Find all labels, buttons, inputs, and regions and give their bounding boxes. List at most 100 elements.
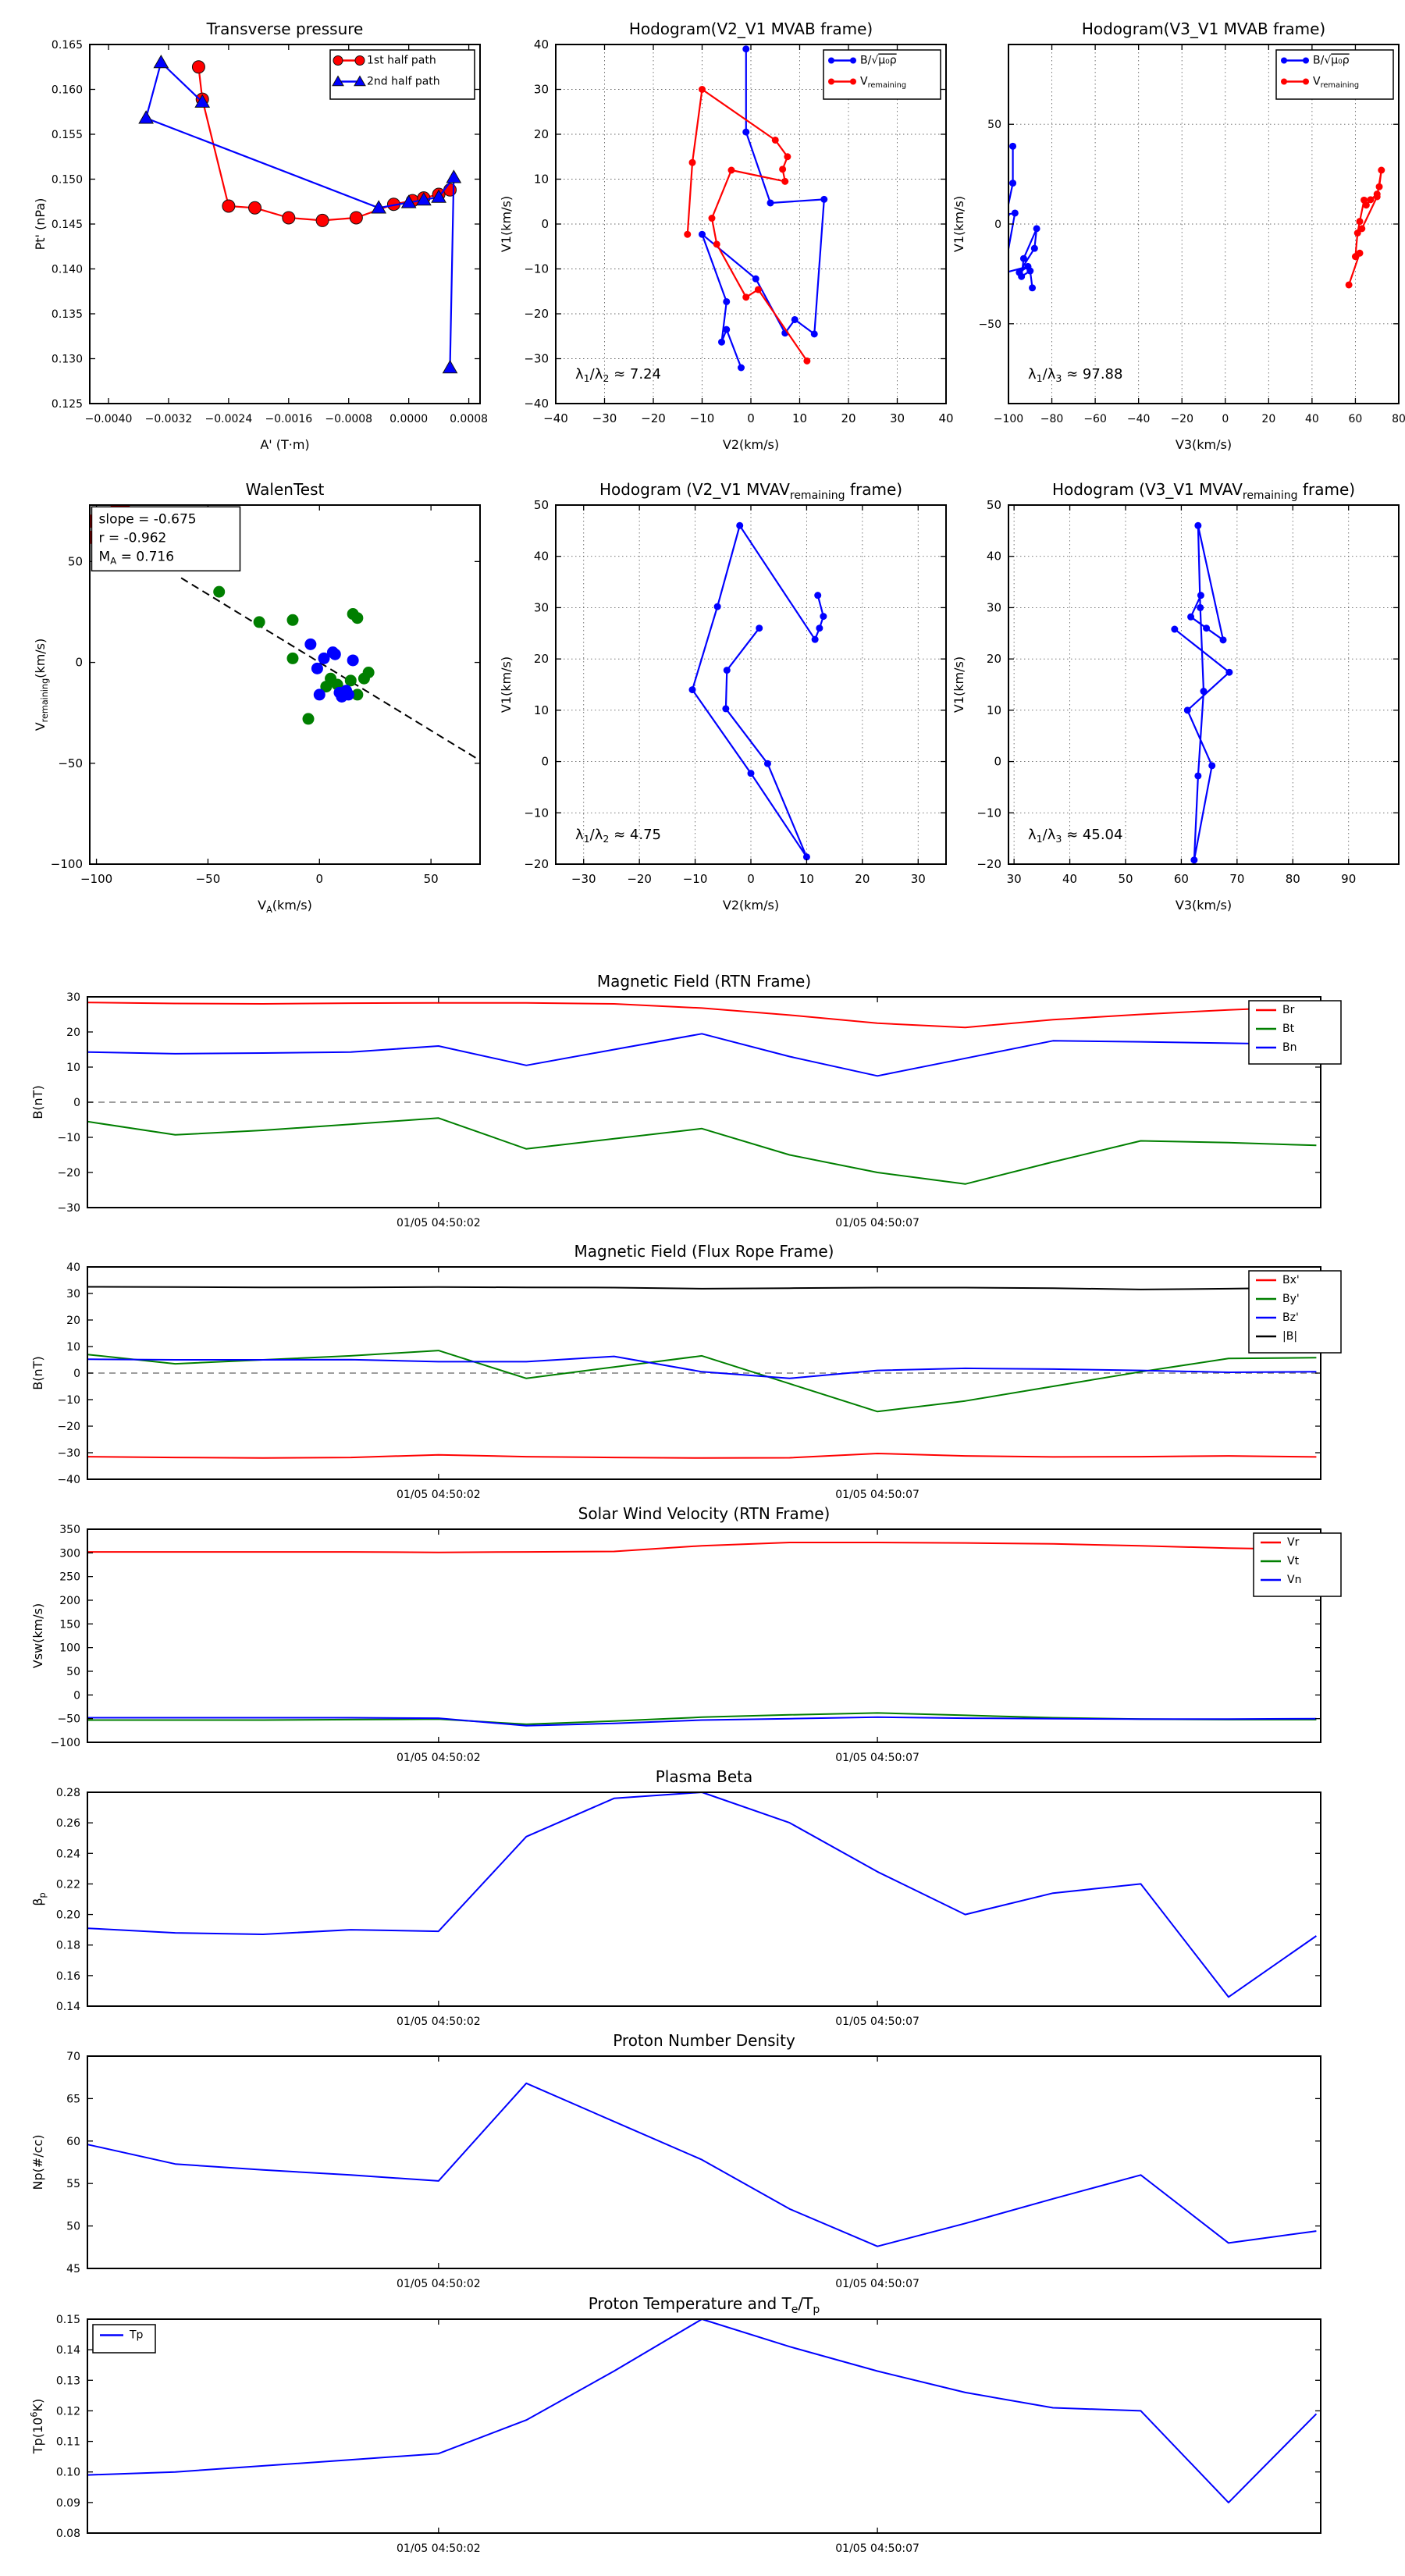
x-tick-label: 50: [1118, 872, 1133, 886]
x-axis-label: V2(km/s): [723, 437, 779, 452]
y-tick-label: 0.14: [56, 2001, 80, 2013]
legend-label: Vn: [1287, 1574, 1301, 1586]
axes-frame: [87, 2055, 1321, 2269]
x-tick-label: 0: [747, 411, 755, 425]
legend-label: B/√μ₀ρ: [860, 55, 897, 67]
y-tick-label: 0.08: [56, 2528, 80, 2540]
panel-hodogram-v3v1-mvav: 30 40 50 60 70 80 90 −20 −10 0 10 20 30 40 50 Hodogram …: [951, 480, 1400, 913]
x-tick-label: 01/05 04:50:02: [397, 2542, 481, 2555]
y-tick-label: 50: [987, 119, 1001, 131]
y-tick-label: 150: [59, 1618, 80, 1631]
y-axis-label: Tp(106K): [30, 2399, 45, 2454]
series-v-remaining: [1345, 166, 1385, 289]
panel-b-fluxrope: 01/05 04:50:02 01/05 04:50:07 −40 −30 −20 −10…: [30, 1242, 1342, 1501]
x-tick-label: −0.0032: [145, 413, 193, 425]
x-axis-label: V3(km/s): [1176, 437, 1232, 452]
x-tick-label: 01/05 04:50:07: [835, 1217, 919, 1229]
y-tick-label: −20: [524, 307, 549, 321]
x-tick-label: −20: [627, 872, 652, 886]
x-tick-label: −10: [690, 411, 715, 425]
y-tick-label: 30: [66, 1288, 80, 1300]
x-tick-label: 0: [1222, 413, 1229, 425]
axis-ticks: 01/05 04:50:02 01/05 04:50:07 −100 −50 0 50 10…: [51, 1524, 1321, 1764]
annotation: λ1/λ2 ≈ 7.24: [575, 366, 661, 384]
series-bt: [87, 1117, 1317, 1185]
y-tick-label: 0.11: [56, 2436, 80, 2449]
y-tick-label: −50: [57, 1713, 80, 1726]
panel-walen-test: −100 −50 0 50 −100 −50 0 50 WalenTest VA(km/s) Vre…: [33, 480, 481, 915]
panel-plasma-beta: 01/05 04:50:02 01/05 04:50:07 0.14 0.16 0.18…: [30, 1767, 1321, 2028]
y-axis-label: Vsw(km/s): [30, 1603, 45, 1668]
y-tick-label: −30: [524, 352, 549, 366]
axis-ticks: 01/05 04:50:02 01/05 04:50:07 −30 −20 −10 0 10…: [57, 991, 1321, 1229]
x-tick-label: −40: [543, 411, 568, 425]
chart-title: Transverse pressure: [206, 20, 364, 38]
y-tick-label: 0.22: [56, 1878, 80, 1891]
panel-hodogram-v2v1-mvav: −30 −20 −10 0 10 20 30 −20 −10 0 10 20 30 40 50 Hodogra…: [499, 480, 947, 913]
annotation-line: MA = 0.716: [99, 549, 175, 566]
y-tick-label: 250: [59, 1571, 80, 1584]
y-tick-label: 10: [987, 703, 1001, 717]
y-tick-label: −10: [524, 806, 549, 820]
series-np: [87, 2082, 1317, 2247]
series-tp: [87, 2318, 1318, 2503]
series-vr: [87, 1542, 1317, 1553]
legend-label: Bn: [1282, 1041, 1297, 1054]
y-tick-label: 200: [59, 1595, 80, 1607]
y-tick-label: 0: [994, 755, 1001, 769]
x-tick-label: 30: [890, 411, 905, 425]
x-tick-label: −40: [1127, 413, 1151, 425]
y-tick-label: −20: [57, 1167, 80, 1179]
y-tick-label: 350: [59, 1524, 80, 1536]
y-tick-label: 100: [59, 1642, 80, 1655]
legend-box: [329, 49, 475, 100]
series-bx: [87, 1453, 1317, 1459]
chart-title: Hodogram(V3_V1 MVAB frame): [1082, 20, 1325, 38]
legend-label: Vremaining: [860, 76, 906, 90]
y-tick-label: 0.155: [52, 129, 83, 141]
y-tick-label: 70: [66, 2051, 80, 2063]
series-path: [688, 521, 827, 861]
y-tick-label: 60: [66, 2136, 80, 2148]
x-tick-label: −0.0024: [205, 413, 253, 425]
x-tick-label: 01/05 04:50:02: [397, 2016, 481, 2028]
y-tick-label: −40: [57, 1474, 80, 1486]
panel-hodogram-v3v1-mvab: −100 −80 −60 −40 −20 0 20 40 60 80 −50 0 50 Hodogram(…: [951, 20, 1405, 452]
panel-vsw-rtn: 01/05 04:50:02 01/05 04:50:07 −100 −50 0 50 10…: [30, 1504, 1342, 1764]
legend-label: Bx': [1282, 1274, 1300, 1286]
y-tick-label: 0.160: [52, 84, 83, 97]
panel-hodogram-v2v1-mvab: −40 −30 −20 −10 0 10 20 30 40 −40 −30 −20 −10 0 10 20 30…: [499, 20, 954, 452]
x-tick-label: 70: [1229, 872, 1244, 886]
axes-frame: [87, 1528, 1321, 1743]
y-tick-label: 0.135: [52, 308, 83, 321]
series-beta: [87, 1791, 1317, 1998]
y-tick-label: −50: [58, 756, 83, 770]
y-tick-label: 20: [534, 652, 549, 666]
x-tick-label: 30: [1007, 872, 1022, 886]
axis-ticks: 30 40 50 60 70 80 90 −20 −10 0 10 20 30 40 50: [976, 498, 1399, 886]
y-tick-label: 0.165: [52, 39, 83, 52]
x-tick-label: −100: [994, 413, 1023, 425]
axes-frame: [1008, 504, 1400, 865]
y-tick-label: 20: [534, 127, 549, 141]
legend-label: B/√μ₀ρ: [1313, 55, 1350, 67]
y-tick-label: −40: [524, 397, 549, 411]
axis-ticks: −40 −30 −20 −10 0 10 20 30 40 −40 −30 −20 −10 0 10 20 30…: [524, 37, 953, 425]
y-tick-label: 10: [534, 173, 549, 187]
x-tick-label: 01/05 04:50:02: [397, 1217, 481, 1229]
y-tick-label: 0: [73, 1689, 80, 1702]
x-tick-label: −0.0016: [265, 413, 312, 425]
x-tick-label: −80: [1040, 413, 1064, 425]
axis-ticks: 01/05 04:50:02 01/05 04:50:07 45 50 55 60 65 70: [66, 2051, 1321, 2290]
x-tick-label: 40: [938, 411, 953, 425]
chart-title: Proton Number Density: [613, 2031, 795, 2050]
y-tick-label: 0.26: [56, 1817, 80, 1830]
y-tick-label: −20: [57, 1421, 80, 1433]
legend-box: [1248, 1000, 1342, 1065]
series-bmag: [87, 1286, 1317, 1290]
y-tick-label: 0.09: [56, 2497, 80, 2510]
chart-title: WalenTest: [246, 480, 325, 499]
y-tick-label: 0: [75, 656, 83, 670]
y-tick-label: 0.10: [56, 2467, 80, 2479]
y-tick-label: −20: [976, 857, 1001, 871]
